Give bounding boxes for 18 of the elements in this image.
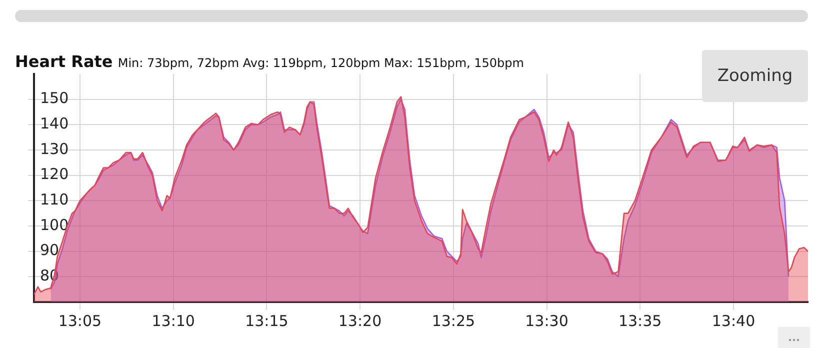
- y-tick-label: 110: [40, 190, 69, 209]
- chart-title: Heart Rate: [15, 52, 113, 71]
- y-tick-label: 90: [40, 241, 60, 260]
- x-tick-label: 13:20: [338, 312, 382, 330]
- x-tick-label: 13:40: [712, 312, 756, 330]
- x-tick-label: 13:35: [618, 312, 662, 330]
- y-tick-label: 150: [40, 89, 69, 108]
- y-tick-label: 120: [40, 165, 69, 184]
- x-tick-label: 13:05: [58, 312, 102, 330]
- y-tick-label: 130: [40, 140, 69, 158]
- y-tick-label: 100: [40, 216, 69, 234]
- x-tick-label: 13:25: [432, 312, 476, 330]
- annotation: Zooming: [702, 50, 808, 102]
- x-tick-label: 13:15: [245, 312, 288, 330]
- y-tick-label: 140: [40, 114, 69, 133]
- x-tick-label: 13:30: [525, 312, 568, 330]
- x-tick-label: 13:10: [152, 312, 195, 330]
- chart-subtitle: Min: 73bpm, 72bpm Avg: 119bpm, 120bpm Max: 151bpm, 150bpm: [118, 56, 524, 70]
